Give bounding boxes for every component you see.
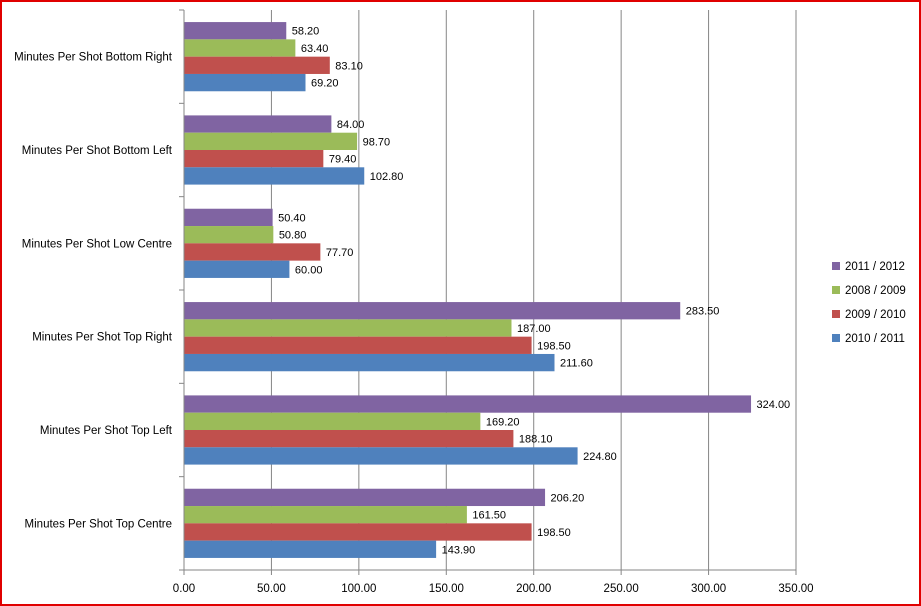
bar — [184, 167, 365, 185]
data-label: 198.50 — [537, 340, 571, 352]
bar — [184, 488, 546, 507]
data-label: 188.10 — [519, 434, 553, 446]
x-tick-label: 0.00 — [173, 583, 195, 595]
bar — [184, 73, 306, 92]
data-label: 198.50 — [537, 527, 571, 539]
x-tick-label: 150.00 — [429, 583, 464, 595]
bar — [184, 523, 532, 541]
data-label: 98.70 — [363, 136, 391, 148]
bar — [184, 226, 274, 244]
data-label: 63.40 — [301, 43, 329, 55]
legend: 2011 / 2012 2008 / 2009 2009 / 2010 2010 / … — [832, 261, 906, 345]
data-label: 69.20 — [311, 78, 339, 90]
bar — [184, 208, 273, 227]
data-label: 60.00 — [295, 264, 323, 276]
x-tick-label: 200.00 — [516, 583, 551, 595]
data-label: 283.50 — [686, 306, 720, 318]
bar — [184, 430, 514, 448]
bar — [184, 506, 467, 524]
labels: Minutes Per Shot Bottom Right Minutes Per… — [14, 26, 790, 557]
data-label: 84.00 — [337, 119, 365, 131]
legend-label: 2008 / 2009 — [845, 285, 906, 297]
category-label: Minutes Per Shot Top Centre — [25, 518, 172, 530]
legend-swatch — [832, 262, 840, 270]
bars — [184, 22, 752, 558]
legend-label: 2009 / 2010 — [845, 309, 906, 321]
x-tick-label: 300.00 — [691, 583, 726, 595]
data-label: 161.50 — [472, 510, 506, 522]
data-label: 79.40 — [329, 154, 357, 166]
legend-label: 2011 / 2012 — [845, 261, 905, 273]
bar — [184, 243, 321, 261]
axes: 0.00 50.00 100.00 150.00 200.00 250.00 300.00 3… — [173, 9, 814, 595]
data-label: 224.80 — [583, 451, 617, 463]
legend-label: 2010 / 2011 — [845, 333, 905, 345]
bar — [184, 39, 296, 57]
category-label: Minutes Per Shot Top Right — [32, 332, 173, 344]
bar — [184, 115, 332, 133]
data-label: 206.20 — [551, 492, 585, 504]
bar — [184, 260, 290, 278]
bar — [184, 412, 481, 430]
x-tick-label: 100.00 — [341, 583, 376, 595]
bar — [184, 22, 287, 40]
bar — [184, 336, 532, 354]
data-label: 211.60 — [560, 358, 593, 370]
data-label: 143.90 — [442, 544, 476, 556]
data-label: 77.70 — [326, 247, 354, 259]
legend-swatch — [832, 334, 840, 342]
gridlines — [270, 10, 797, 570]
category-label: Minutes Per Shot Bottom Left — [22, 145, 173, 157]
legend-swatch — [832, 286, 840, 294]
data-label: 169.20 — [486, 416, 520, 428]
bar — [184, 353, 555, 372]
bar — [184, 132, 358, 150]
data-label: 50.40 — [278, 212, 306, 224]
x-tick-label: 250.00 — [604, 583, 639, 595]
data-label: 58.20 — [292, 26, 320, 38]
x-tick-label: 350.00 — [778, 583, 813, 595]
bar — [184, 540, 437, 558]
x-tick-label: 50.00 — [257, 583, 286, 595]
category-label: Minutes Per Shot Low Centre — [22, 238, 172, 250]
bar — [184, 395, 752, 413]
data-label: 50.80 — [279, 230, 307, 242]
bar — [184, 56, 330, 74]
data-label: 324.00 — [757, 399, 791, 411]
bar — [184, 302, 681, 320]
category-label: Minutes Per Shot Top Left — [40, 425, 173, 437]
legend-swatch — [832, 310, 840, 318]
data-label: 83.10 — [335, 60, 363, 72]
bar — [184, 447, 578, 465]
data-label: 102.80 — [370, 171, 404, 183]
category-label: Minutes Per Shot Bottom Right — [14, 52, 173, 64]
bar — [184, 319, 512, 337]
data-label: 187.00 — [517, 323, 551, 335]
bar — [184, 150, 324, 168]
